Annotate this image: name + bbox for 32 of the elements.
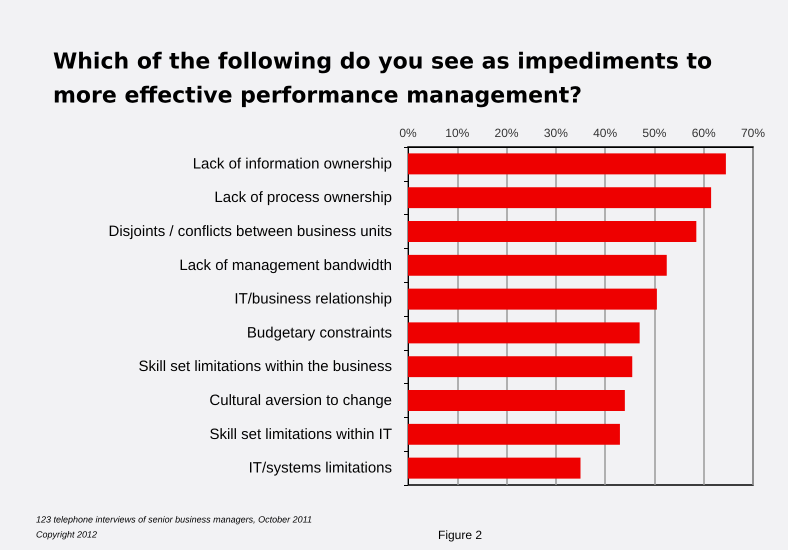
bar (408, 356, 632, 378)
bar (408, 153, 726, 174)
bar (408, 458, 580, 479)
x-tick-label: 50% (642, 126, 667, 140)
bar (408, 390, 625, 411)
x-tick-label: 10% (445, 126, 470, 140)
chart-title: Which of the following do you see as impediments to more effective performance management? (53, 50, 720, 108)
y-tick-label: Cultural aversion to change (209, 392, 392, 409)
bar (408, 322, 640, 344)
bar (408, 254, 667, 276)
x-tick-label: 40% (593, 126, 618, 140)
y-tick-label: Lack of information ownership (192, 155, 392, 172)
x-tick-label: 20% (494, 126, 519, 140)
y-tick-label: IT/systems limitations (248, 460, 392, 477)
bar (408, 288, 657, 310)
y-tick-label: Skill set limitations within the business (138, 358, 392, 376)
y-tick-label: Skill set limitations within IT (209, 426, 392, 443)
y-tick-label: Lack of process ownership (214, 189, 392, 206)
bar (408, 424, 620, 445)
x-tick-label: 30% (544, 126, 568, 140)
caption: Figure 2 (438, 528, 482, 542)
text: 123 telephone interviews of senior business managers, October 2011 (36, 514, 312, 524)
text: Copyright 2012 (36, 530, 98, 540)
x-tick-label: 0% (399, 126, 417, 140)
x-tick-label: 70% (740, 126, 766, 140)
y-tick-label: IT/business relationship (234, 290, 392, 308)
y-tick-label: Lack of management bandwidth (179, 256, 392, 274)
bar (408, 221, 696, 242)
y-tick-label: Disjoints / conflicts between business units (108, 223, 392, 240)
x-tick-label: 60% (692, 126, 716, 140)
y-tick-label: Budgetary constraints (246, 324, 392, 342)
bar (408, 187, 712, 208)
